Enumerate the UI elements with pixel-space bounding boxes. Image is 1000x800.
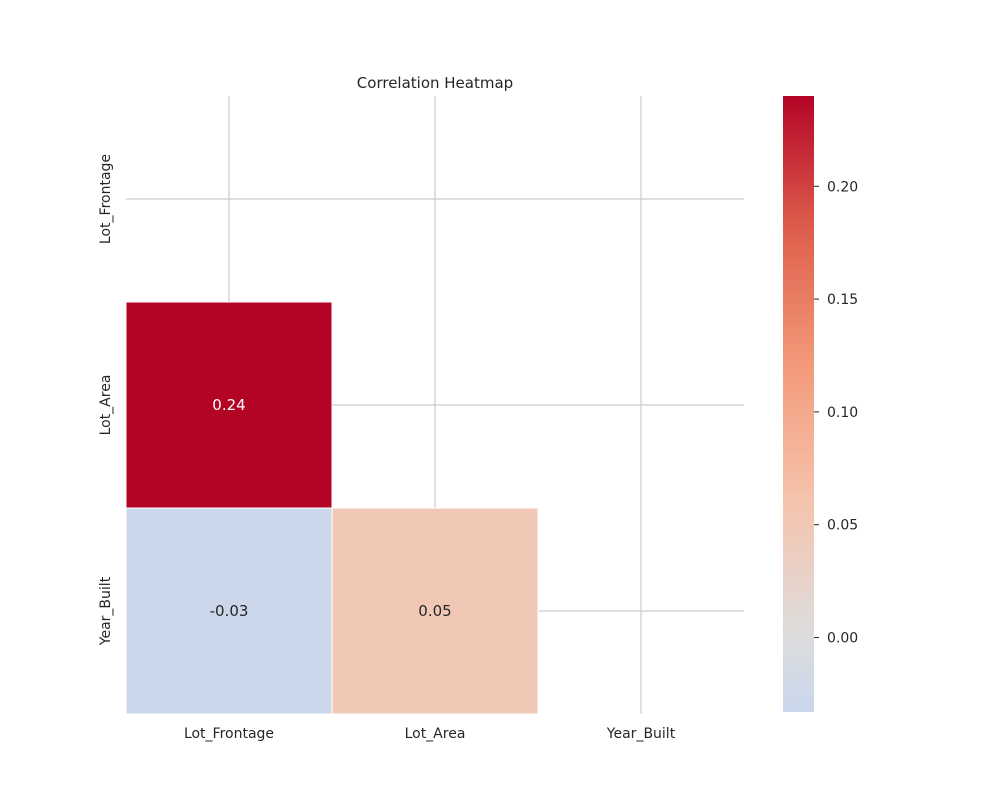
- colorbar-tick-label: 0.20: [827, 179, 858, 195]
- colorbar-tick-label: 0.05: [827, 518, 858, 534]
- x-tick-labels: Lot_Frontage Lot_Area Year_Built: [184, 726, 676, 742]
- cell-value-label: 0.05: [418, 602, 451, 620]
- x-tick-label: Lot_Frontage: [184, 726, 274, 742]
- x-tick-label: Year_Built: [606, 726, 676, 742]
- y-tick-label: Lot_Area: [98, 375, 114, 436]
- chart-title: Correlation Heatmap: [357, 74, 513, 92]
- heatmap-cell: [331, 507, 539, 715]
- y-tick-labels: Lot_Frontage Lot_Area Year_Built: [98, 154, 114, 646]
- colorbar: 0.00 0.05 0.10 0.15 0.20: [783, 96, 858, 712]
- colorbar-tick-label: 0.00: [827, 631, 858, 647]
- heatmap-cells: 0.24 -0.03 0.05: [125, 301, 539, 715]
- colorbar-tick-label: 0.10: [827, 405, 858, 421]
- y-tick-label: Lot_Frontage: [98, 154, 114, 244]
- cell-value-label: 0.24: [212, 396, 245, 414]
- colorbar-tick-label: 0.15: [827, 292, 858, 308]
- colorbar-gradient: [783, 96, 814, 712]
- x-tick-label: Lot_Area: [405, 726, 466, 742]
- cell-value-label: -0.03: [210, 602, 249, 620]
- heatmap-cell: [125, 301, 333, 509]
- y-tick-label: Year_Built: [98, 576, 114, 646]
